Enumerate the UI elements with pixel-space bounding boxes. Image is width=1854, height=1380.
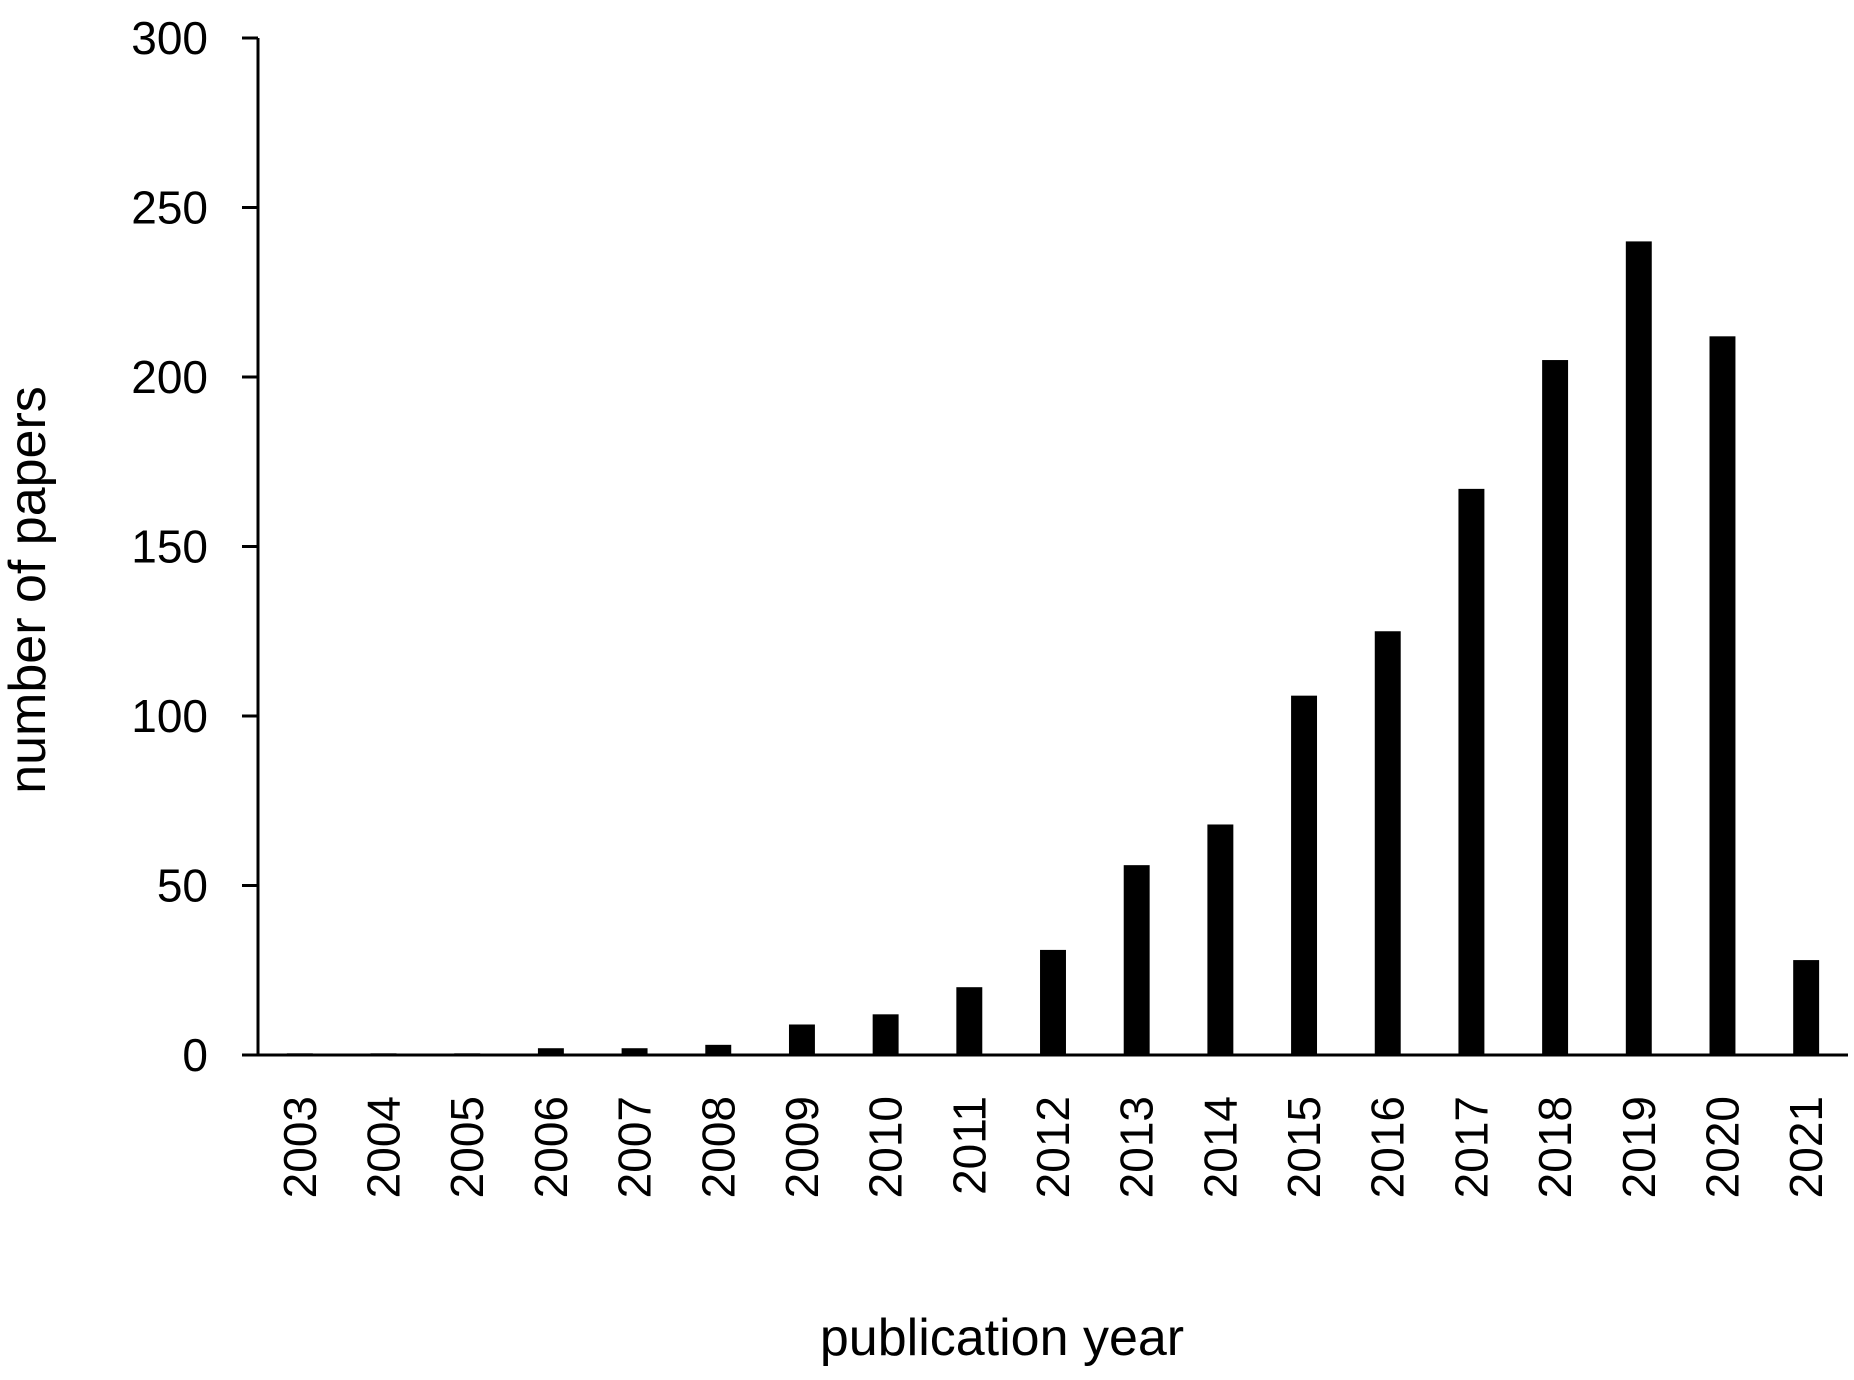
y-tick-label: 50 [157,860,208,912]
bar-2007 [621,1048,648,1055]
x-tick-label: 2013 [1111,1096,1163,1198]
bar-2013 [1123,865,1150,1055]
bar-2020 [1709,336,1736,1055]
bar-2006 [537,1048,564,1055]
bar-2009 [788,1024,815,1055]
x-tick-label: 2008 [692,1096,744,1198]
x-tick-label: 2003 [274,1096,326,1198]
y-tick-label: 250 [131,182,208,234]
x-tick-label: 2007 [609,1096,661,1198]
x-ticks: 2003 2004 2005 2006 2007 2008 2009 2010 2011 2012… [274,1096,1832,1198]
bar-2021 [1793,960,1820,1055]
bar-2017 [1458,488,1485,1055]
x-tick-label: 2016 [1362,1096,1414,1198]
x-tick-label: 2005 [441,1096,493,1198]
x-tick-label: 2010 [860,1096,912,1198]
bar-2008 [705,1044,732,1055]
x-tick-label: 2020 [1696,1096,1748,1198]
axes-layer [256,38,1848,1057]
x-axis-title: publication year [820,1309,1184,1367]
x-tick-label: 2017 [1445,1096,1497,1198]
y-tick-label: 200 [131,351,208,403]
y-axis-title: number of papers [0,386,57,794]
x-tick-label: 2021 [1780,1096,1832,1198]
bars-layer [286,241,1820,1055]
x-tick-label: 2014 [1194,1096,1246,1198]
x-tick-label: 2006 [525,1096,577,1198]
x-tick-label: 2011 [943,1096,995,1195]
x-tick-label: 2019 [1613,1096,1665,1198]
y-tick-label: 100 [131,690,208,742]
bar-2018 [1542,360,1569,1055]
bar-2014 [1207,824,1234,1055]
bar-2010 [872,1014,899,1055]
x-tick-label: 2004 [358,1096,410,1198]
y-tick-label: 300 [131,12,208,64]
bar-2015 [1291,695,1318,1055]
y-tick-label: 150 [131,521,208,573]
bar-2012 [1040,949,1066,1055]
x-tick-label: 2009 [776,1096,828,1198]
x-tick-label: 2012 [1027,1096,1079,1198]
x-tick-label: 2015 [1278,1096,1330,1198]
bar-2016 [1374,631,1401,1055]
bar-2011 [956,987,983,1055]
y-ticks: 0 50 100 150 200 250 300 [131,12,258,1081]
y-tick-label: 0 [182,1029,208,1081]
x-tick-label: 2018 [1529,1096,1581,1198]
bar-2019 [1625,241,1652,1055]
